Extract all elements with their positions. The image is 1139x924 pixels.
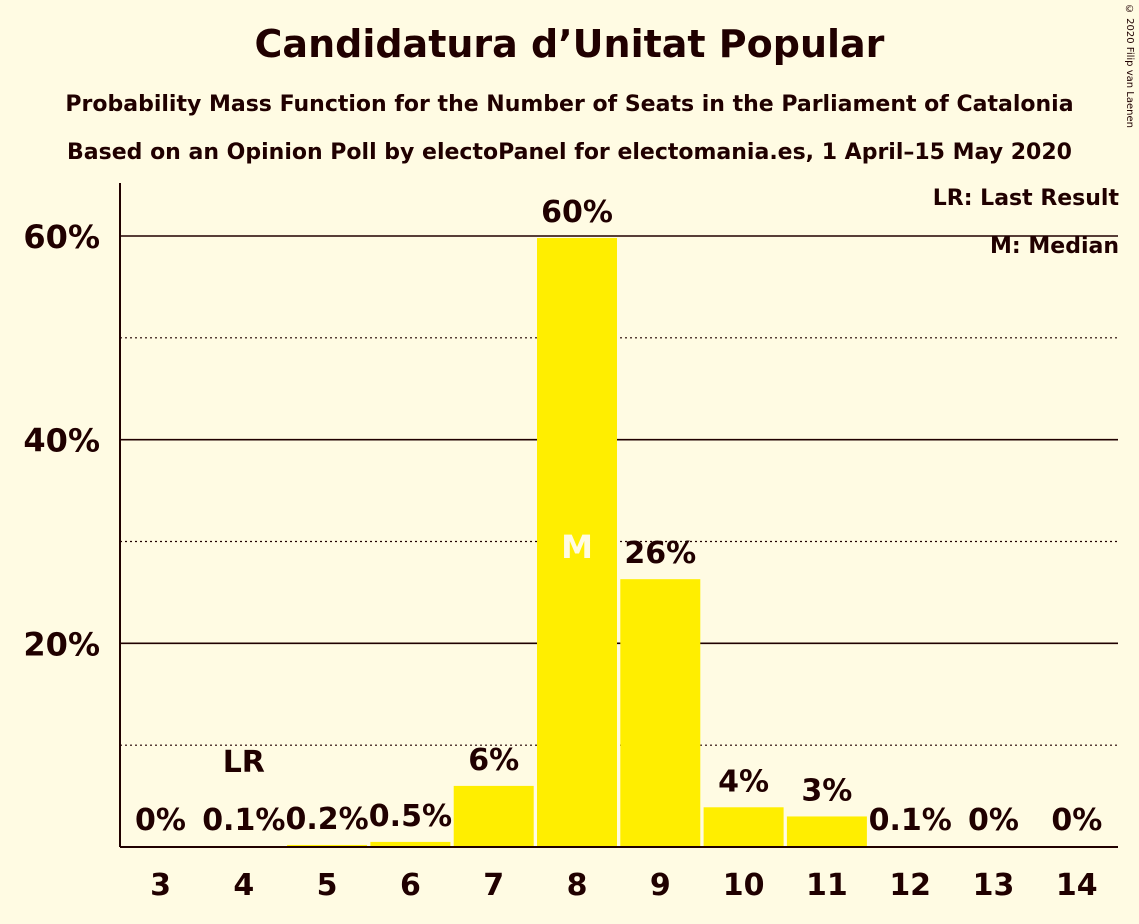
x-tick-label: 5 [317,868,338,903]
x-tick-label: 6 [400,868,421,903]
bar [786,816,867,847]
x-tick-label: 8 [567,868,588,903]
data-label: 6% [468,743,519,778]
last-result-marker: LR [223,745,265,780]
data-label: 26% [624,536,696,571]
copyright-notice: © 2020 Filip van Laenen [1124,4,1135,128]
bar [703,807,784,847]
data-label: 4% [718,764,769,799]
x-tick-label: 3 [150,868,171,903]
bar [453,785,534,847]
bar [620,579,701,847]
legend-median: M: Median [990,234,1119,259]
x-tick-label: 7 [483,868,504,903]
x-tick-label: 9 [650,868,671,903]
bar [537,238,617,847]
x-tick-label: 10 [723,868,765,903]
data-label: 60% [541,195,613,230]
bar [370,841,451,847]
data-label: 0% [135,803,186,838]
chart-title: Candidatura d’Unitat Popular [254,22,885,66]
y-tick-label: 20% [23,625,100,663]
x-tick-label: 12 [889,868,931,903]
chart-subtitle: Probability Mass Function for the Number… [65,92,1074,117]
data-label: 0.2% [285,802,368,837]
data-label: 0% [1051,803,1102,838]
data-label: 0% [968,803,1019,838]
legend-last-result: LR: Last Result [932,186,1119,211]
x-tick-label: 13 [973,868,1015,903]
data-label: 3% [801,773,852,808]
bar [287,844,368,847]
data-label: 0.1% [869,803,952,838]
y-tick-label: 40% [23,422,100,460]
x-tick-label: 14 [1056,868,1098,903]
chart-source-subtitle: Based on an Opinion Poll by electoPanel … [67,140,1072,165]
data-label: 0.5% [369,799,452,834]
x-tick-label: 11 [806,868,848,903]
y-tick-label: 60% [23,218,100,256]
median-marker: M [561,528,593,566]
x-tick-label: 4 [233,868,254,903]
data-label: 0.1% [202,803,285,838]
